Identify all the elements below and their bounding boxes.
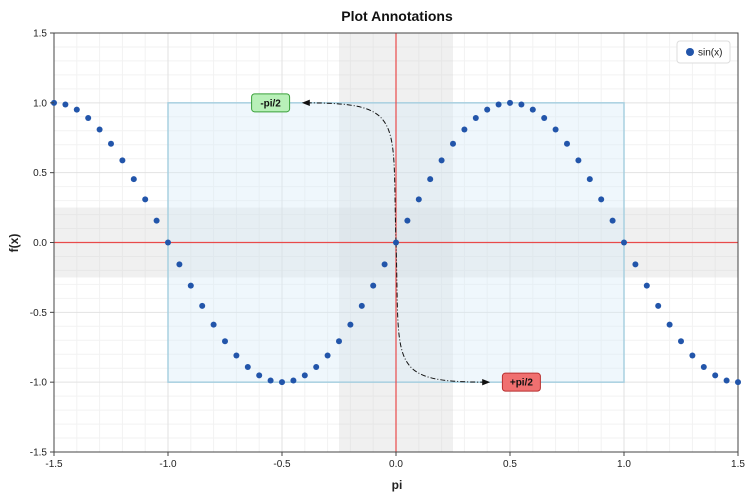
data-point — [541, 115, 548, 122]
y-tick-label: 0.5 — [33, 168, 47, 179]
data-point — [507, 99, 513, 106]
data-point — [85, 115, 92, 122]
data-point — [712, 372, 719, 379]
data-point — [564, 140, 570, 147]
data-point — [621, 239, 627, 246]
data-point — [632, 261, 639, 268]
data-point — [370, 282, 377, 289]
y-tick-label: -1.5 — [30, 448, 48, 459]
annotation-label: +pi/2 — [501, 372, 541, 392]
data-point — [609, 217, 616, 224]
data-point — [96, 126, 103, 133]
data-point — [165, 239, 171, 246]
data-point — [735, 379, 741, 386]
data-point — [472, 115, 479, 122]
data-point — [336, 338, 342, 345]
legend-box — [676, 40, 731, 64]
x-axis-title: pi — [392, 478, 403, 492]
annotation-label-text: -pi/2 — [260, 98, 281, 109]
data-point — [199, 302, 206, 309]
data-point — [108, 140, 114, 147]
annotation-arrow — [395, 242, 491, 386]
data-point — [347, 321, 354, 328]
data-point — [210, 321, 217, 328]
annotation-label-box — [251, 93, 291, 113]
y-tick-label: 0.0 — [33, 238, 47, 249]
data-point — [176, 261, 183, 268]
data-point — [279, 379, 285, 386]
data-point — [450, 140, 456, 147]
x-tick-label: -0.5 — [273, 459, 291, 470]
data-point — [301, 372, 308, 379]
x-tick-label: 1.5 — [731, 459, 745, 470]
data-point — [187, 282, 194, 289]
x-tick-label: -1.5 — [45, 459, 63, 470]
data-point — [689, 352, 696, 359]
plot-area: -pi/2+pi/2-1.5 -1.0 -0.5 0.0 0.5 1.0 1.5-1.5-1… — [30, 29, 746, 471]
data-point — [598, 196, 605, 203]
data-point — [643, 282, 650, 289]
data-point — [381, 261, 388, 268]
data-point — [142, 196, 149, 203]
data-point — [267, 377, 274, 384]
axis-ticks: -1.5 -1.0 -0.5 0.0 0.5 1.0 1.5 -1.5 -1.0 -0.5 0.0 0… — [30, 29, 746, 471]
data-point — [438, 157, 445, 164]
x-tick-label: -1.0 — [159, 459, 177, 470]
legend-label: sin(x) — [698, 48, 722, 59]
y-axis-title: f(x) — [7, 234, 21, 253]
data-point — [575, 157, 582, 164]
y-tick-label: 1.0 — [33, 98, 47, 109]
y-tick-label: 1.5 — [33, 29, 47, 40]
x-tick-label: 0.0 — [389, 459, 403, 470]
data-point — [415, 196, 422, 203]
data-point — [518, 101, 525, 108]
x-tick-label: 0.5 — [503, 459, 517, 470]
data-point — [62, 101, 69, 108]
annotation-label-box — [501, 372, 541, 392]
data-point — [233, 352, 240, 359]
data-point — [222, 338, 228, 345]
data-point — [244, 363, 251, 370]
data-point — [484, 106, 491, 113]
data-point — [404, 217, 411, 224]
data-point — [313, 363, 320, 370]
data-point — [153, 217, 160, 224]
x-tick-label: 1.0 — [617, 459, 631, 470]
data-point — [290, 377, 297, 384]
legend: sin(x) — [676, 40, 731, 64]
y-tick-label: -1.0 — [30, 378, 48, 389]
data-point — [678, 338, 684, 345]
data-point — [358, 302, 365, 309]
data-point — [655, 302, 662, 309]
data-point — [119, 157, 126, 164]
y-tick-label: -0.5 — [30, 308, 48, 319]
annotation-label: -pi/2 — [251, 93, 291, 113]
data-point — [529, 106, 536, 113]
legend-marker — [686, 48, 694, 56]
data-point — [324, 352, 331, 359]
data-point — [393, 239, 399, 246]
data-point — [130, 176, 137, 183]
data-point — [586, 176, 593, 183]
series-sin-x — [51, 99, 741, 386]
data-point — [666, 321, 673, 328]
annotation-arrow — [301, 99, 397, 243]
chart-title: Plot Annotations — [341, 8, 453, 24]
data-point — [723, 377, 730, 384]
data-point — [427, 176, 434, 183]
data-point — [461, 126, 468, 133]
data-point — [495, 101, 502, 108]
data-point — [73, 106, 80, 113]
data-point — [700, 363, 707, 370]
data-point — [552, 126, 559, 133]
annotation-label-text: +pi/2 — [510, 378, 534, 389]
data-point — [256, 372, 263, 379]
